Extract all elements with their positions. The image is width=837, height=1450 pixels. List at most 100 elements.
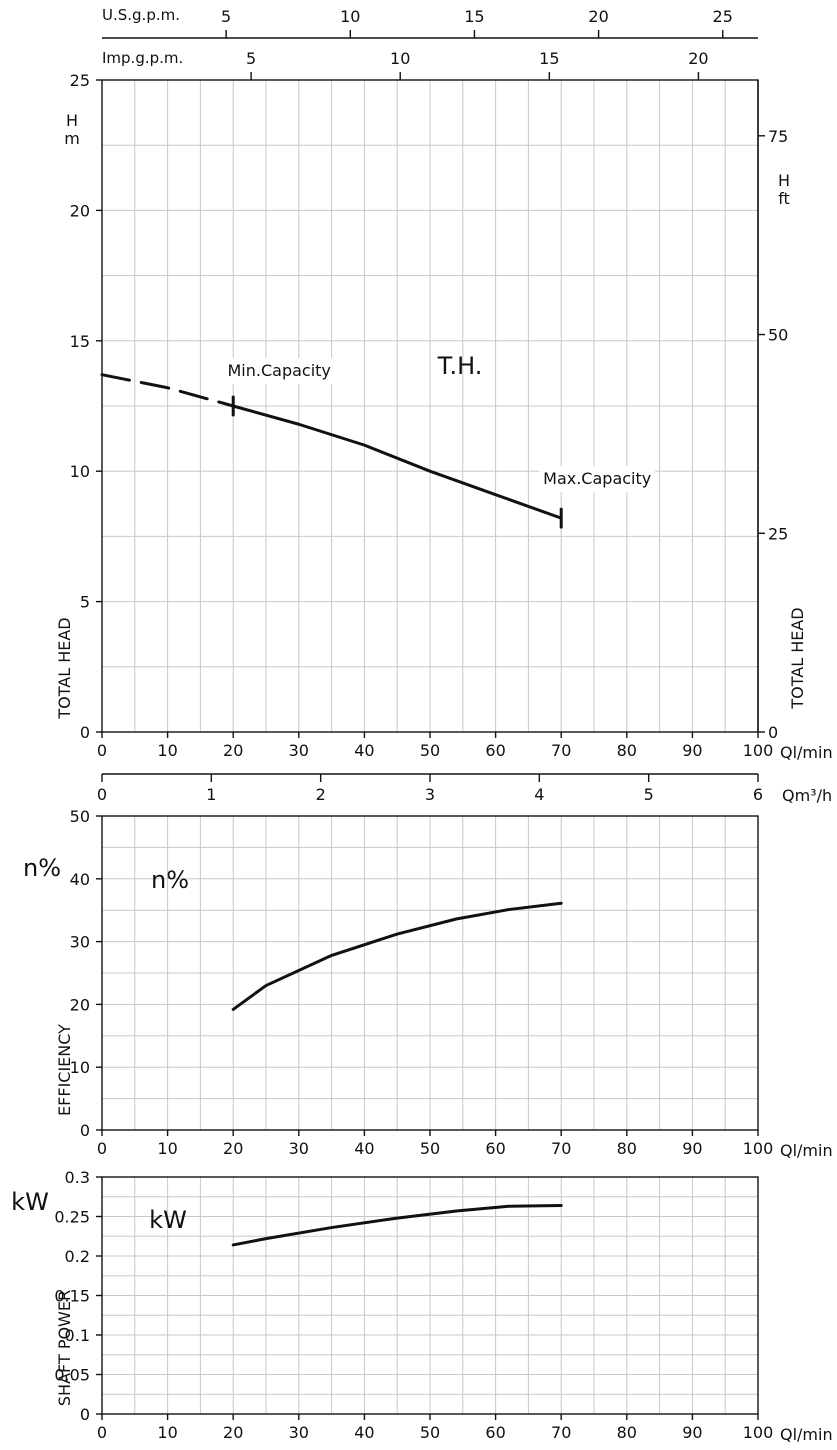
efficiency-x-unit: Ql/min [780,1141,833,1160]
imp-gpm-axis-tick-label: 5 [246,49,256,68]
total-head-y-tick-label: 0 [80,723,90,742]
total-head-curve-extrapolated [100,373,235,408]
imp-gpm-axis-tick-label: 20 [688,49,708,68]
total-head-x-tick-label: 80 [617,741,637,760]
efficiency-x-tick-label: 100 [743,1139,774,1158]
efficiency-x-tick-label: 50 [420,1139,440,1158]
shaft-power-x-tick-label: 30 [289,1423,309,1442]
m3h-axis-unit: Qm³/h [782,786,832,805]
shaft-power-x-tick-label: 60 [485,1423,505,1442]
efficiency-x-tick-label: 10 [157,1139,177,1158]
total-head-x-tick-label: 30 [289,741,309,760]
shaft-power-curve [231,1203,563,1247]
min-capacity-label: Min.Capacity [227,361,330,380]
shaft-power-x-tick-label: 50 [420,1423,440,1442]
total-head-y-tick-label: 10 [70,462,90,481]
shaft-power-y-tick-label: 0 [80,1405,90,1424]
efficiency-y-tick-label: 50 [70,807,90,826]
shaft-power-x-unit: Ql/min [780,1425,833,1444]
total-head-x-tick-label: 70 [551,741,571,760]
total-head-y-tick-label: 5 [80,593,90,612]
total-head-x-unit: Ql/min [780,743,833,762]
max-capacity-label: Max.Capacity [543,469,651,488]
ft-axis-tick-label: 25 [768,524,788,543]
total-head-y-tick-label: 25 [70,71,90,90]
m3h-axis-tick-label: 1 [206,785,216,804]
efficiency-y-unit: n% [23,854,61,882]
ft-axis-tick-label: 50 [768,326,788,345]
shaft-power-panel: 0 10 20 30 40 50 60 70 80 90 100 Ql/min 0 0.05 0.1 0.15… [11,1168,832,1444]
us-gpm-axis-tick-label: 5 [221,7,231,26]
shaft-power-x-tick-label: 10 [157,1423,177,1442]
shaft-power-x-tick-label: 70 [551,1423,571,1442]
shaft-power-x-tick-label: 100 [743,1423,774,1442]
m3h-axis-tick-label: 2 [316,785,326,804]
total-head-y-axis-label: TOTAL HEAD [55,617,74,719]
ft-axis-tick-label: 0 [768,723,778,742]
efficiency-panel: 0 10 20 30 40 50 60 70 80 90 100 Ql/min 0 10 20 30 40 50 E… [23,807,833,1160]
annotation-background [539,466,656,493]
imp-gpm-axis-tick-label: 15 [539,49,559,68]
m3h-axis-tick-label: 6 [753,785,763,804]
shaft-power-y-tick-label: 0.2 [65,1247,90,1266]
efficiency-y-tick-label: 30 [70,933,90,952]
shaft-power-curve-label: kW [149,1206,187,1234]
total-head-x-tick-label: 100 [743,741,774,760]
us-gpm-axis-tick-label: 25 [713,7,733,26]
total-head-y-tick-label: 15 [70,332,90,351]
shaft-power-x-tick-label: 0 [97,1423,107,1442]
total-head-curve [231,404,563,520]
shaft-power-x-tick-label: 20 [223,1423,243,1442]
shaft-power-y-axis-label: SHAFT POWER [55,1290,74,1406]
efficiency-x-tick-label: 60 [485,1139,505,1158]
shaft-power-x-tick-label: 40 [354,1423,374,1442]
shaft-power-y-tick-label: 0.05 [54,1366,90,1385]
efficiency-x-tick-label: 20 [223,1139,243,1158]
efficiency-y-tick-label: 10 [70,1058,90,1077]
efficiency-curve-label: n% [151,866,189,894]
imp-gpm-axis-label: Imp.g.p.m. [102,49,183,67]
annotation-background [221,358,338,384]
shaft-power-y-tick-label: 0.25 [54,1208,90,1227]
shaft-power-y-tick-label: 0.3 [65,1168,90,1187]
ft-axis-unit: ft [778,189,790,208]
ft-axis-label: TOTAL HEAD [788,607,807,709]
efficiency-curve [231,901,563,1011]
efficiency-x-tick-label: 70 [551,1139,571,1158]
total-head-x-tick-label: 90 [682,741,702,760]
total-head-x-tick-label: 50 [420,741,440,760]
efficiency-x-tick-label: 80 [617,1139,637,1158]
efficiency-x-tick-label: 30 [289,1139,309,1158]
efficiency-y-tick-label: 0 [80,1121,90,1140]
total-head-curve-label: T.H. [437,352,483,380]
total-head-y-unit: m [64,129,80,148]
us-gpm-axis-tick-label: 20 [588,7,608,26]
total-head-y-tick-label: 20 [70,201,90,220]
ft-axis-unit: H [778,171,790,190]
m3h-axis-tick-label: 0 [97,785,107,804]
shaft-power-x-tick-label: 90 [682,1423,702,1442]
total-head-x-tick-label: 10 [157,741,177,760]
efficiency-x-tick-label: 0 [97,1139,107,1158]
total-head-y-unit: H [66,111,78,130]
us-gpm-axis-tick-label: 10 [340,7,360,26]
imp-gpm-axis-tick-label: 10 [390,49,410,68]
total-head-x-tick-label: 0 [97,741,107,760]
total-head-x-tick-label: 40 [354,741,374,760]
total-head-x-tick-label: 20 [223,741,243,760]
shaft-power-y-tick-label: 0.1 [65,1326,90,1345]
efficiency-x-tick-label: 90 [682,1139,702,1158]
efficiency-x-tick-label: 40 [354,1139,374,1158]
m3h-axis-tick-label: 4 [534,785,544,804]
efficiency-y-axis-label: EFFICIENCY [55,1024,74,1116]
us-gpm-axis-label: U.S.g.p.m. [102,6,180,24]
shaft-power-x-tick-label: 80 [617,1423,637,1442]
ft-axis-tick-label: 75 [768,127,788,146]
shaft-power-y-unit: kW [11,1188,49,1216]
m3h-axis-tick-label: 5 [644,785,654,804]
shaft-power-y-tick-label: 0.15 [54,1287,90,1306]
total-head-x-tick-label: 60 [485,741,505,760]
efficiency-y-tick-label: 20 [70,995,90,1014]
m3h-axis-tick-label: 3 [425,785,435,804]
